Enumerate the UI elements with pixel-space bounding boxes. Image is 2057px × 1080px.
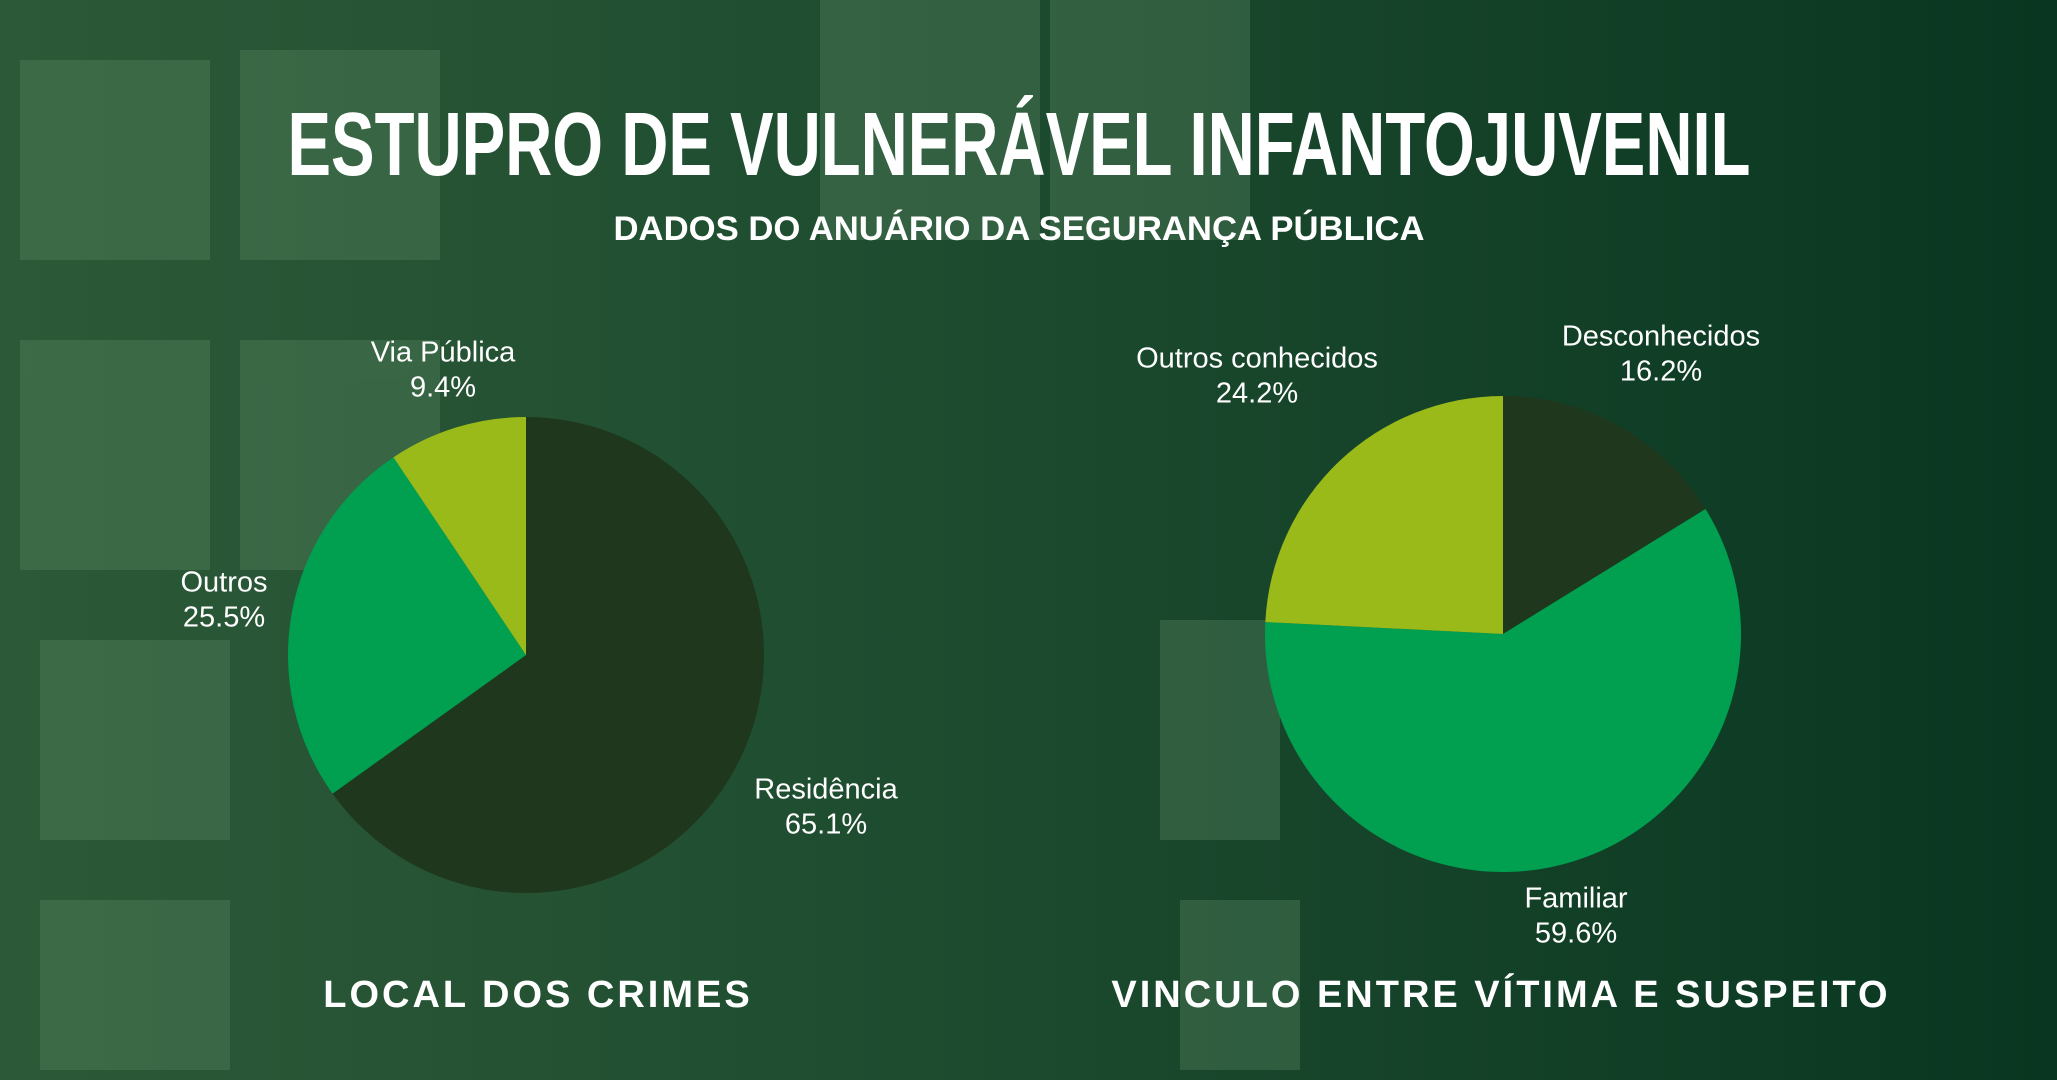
slice-category: Residência bbox=[754, 774, 898, 806]
slice-category: Outros conhecidos bbox=[1136, 343, 1378, 375]
slice-category: Outros bbox=[180, 567, 267, 599]
pie-slice bbox=[393, 417, 526, 655]
slice-value: 59.6% bbox=[1535, 918, 1617, 950]
subtitle: DADOS DO ANUÁRIO DA SEGURANÇA PÚBLICA bbox=[614, 210, 1425, 248]
pie-slice bbox=[332, 417, 764, 893]
chart-caption: LOCAL DOS CRIMES bbox=[323, 974, 752, 1016]
slice-value: 9.4% bbox=[410, 372, 476, 404]
slice-category: Desconhecidos bbox=[1562, 321, 1760, 353]
pie-slice bbox=[1265, 396, 1503, 634]
slice-value: 24.2% bbox=[1216, 378, 1298, 410]
slice-value: 16.2% bbox=[1620, 356, 1702, 388]
pie-slice bbox=[287, 457, 526, 794]
slice-category: Via Pública bbox=[371, 337, 516, 369]
slice-value: 65.1% bbox=[785, 809, 867, 841]
pie-slice bbox=[1265, 509, 1742, 872]
pie-slice bbox=[1503, 396, 1706, 634]
slice-value: 25.5% bbox=[183, 602, 265, 634]
chart-caption: VINCULO ENTRE VÍTIMA E SUSPEITO bbox=[1111, 972, 1890, 1016]
title: ESTUPRO DE VULNERÁVEL INFANTOJUVENIL bbox=[288, 94, 1751, 195]
slice-category: Familiar bbox=[1524, 883, 1627, 915]
